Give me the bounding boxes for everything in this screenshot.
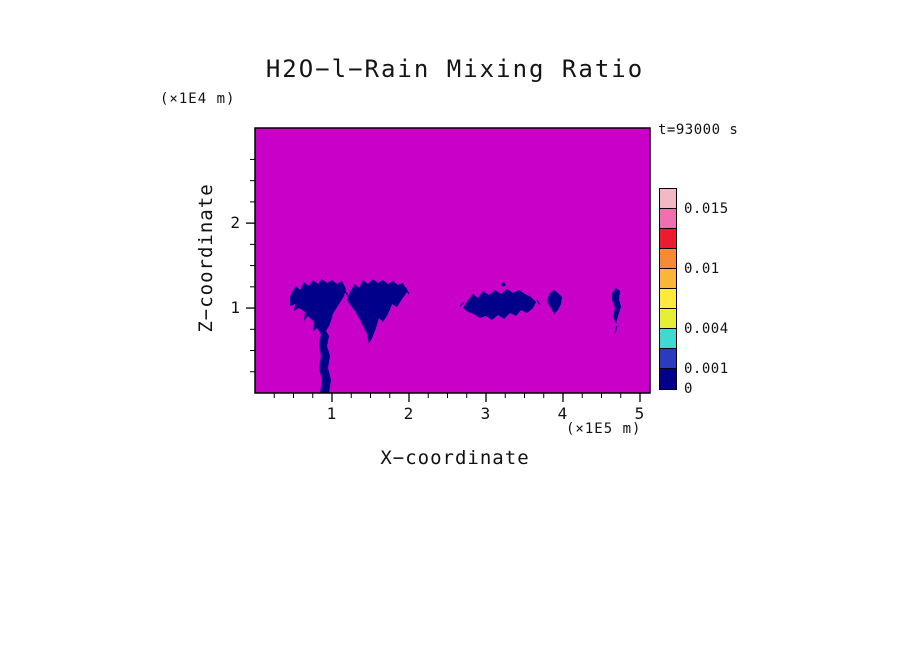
- rain-region-small-4: [547, 290, 562, 314]
- plot-area: 1 2 3 4 5 1 2: [230, 127, 651, 423]
- y-axis-units-label: (×1E4 m): [160, 91, 236, 107]
- colorbar-segment: [660, 249, 676, 269]
- colorbar-value-label: 0.004: [684, 321, 729, 337]
- colorbar: [659, 188, 677, 390]
- rain-region-streak-5: [612, 288, 621, 324]
- x-tick-label: 1: [327, 404, 338, 423]
- colorbar-segment: [660, 309, 676, 329]
- colorbar-value-label: 0.001: [684, 361, 729, 377]
- colorbar-segment: [660, 329, 676, 349]
- rain-region-plume-with-ground-stem: [290, 279, 346, 393]
- time-annotation: t=93000 s: [658, 122, 739, 138]
- chart-title: H2O−l−Rain Mixing Ratio: [265, 55, 645, 83]
- x-tick-label: 5: [635, 404, 646, 423]
- rain-streak: [344, 290, 351, 300]
- rain-streak: [614, 325, 618, 334]
- y-tick-label: 1: [230, 298, 241, 317]
- colorbar-segment: [660, 209, 676, 229]
- rain-streak: [290, 295, 292, 299]
- x-tick-label: 4: [558, 404, 569, 423]
- x-tick-label: 3: [481, 404, 492, 423]
- rain-region-fan-2: [347, 279, 407, 344]
- colorbar-segment: [660, 289, 676, 309]
- rain-streak: [404, 286, 410, 295]
- plot-frame: [254, 127, 651, 394]
- rain-streak: [459, 301, 465, 307]
- colorbar-segment: [660, 349, 676, 369]
- field-background: [255, 128, 650, 393]
- y-axis-title: Z−coordinate: [195, 183, 217, 333]
- rain-streak: [536, 299, 541, 306]
- colorbar-segment: [660, 229, 676, 249]
- rain-features: [290, 279, 621, 393]
- x-axis-units-label: (×1E5 m): [566, 421, 642, 437]
- rain-speck-a: [501, 282, 506, 287]
- colorbar-value-label: 0: [684, 381, 693, 397]
- y-tick-label: 2: [230, 213, 241, 232]
- x-tick-label: 2: [404, 404, 415, 423]
- colorbar-value-label: 0.015: [684, 201, 729, 217]
- colorbar-segment: [660, 269, 676, 289]
- colorbar-value-label: 0.01: [684, 261, 720, 277]
- rain-region-band-3: [463, 289, 536, 320]
- colorbar-segment: [660, 369, 676, 389]
- colorbar-segment: [660, 189, 676, 209]
- x-axis-title: X−coordinate: [380, 447, 530, 469]
